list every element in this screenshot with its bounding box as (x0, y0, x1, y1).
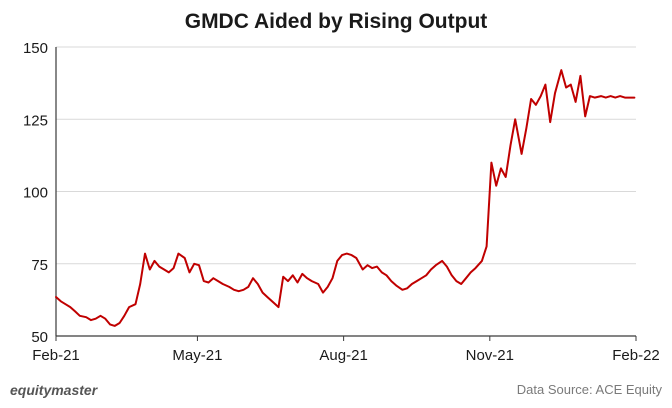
chart-title: GMDC Aided by Rising Output (184, 10, 488, 33)
y-tick-label: 100 (23, 185, 48, 202)
x-tick-label: Aug-21 (319, 347, 367, 364)
x-tick-label: Nov-21 (466, 347, 514, 364)
y-tick-label: 50 (31, 329, 48, 346)
y-tick-labels: 50 75 100 125 150 (23, 40, 48, 346)
data-source-note: Data Source: ACE Equity (516, 382, 662, 397)
axes (55, 47, 637, 341)
x-tick-label: Feb-22 (612, 347, 660, 364)
brand-logo: equitymaster (10, 382, 98, 398)
y-tick-label: 125 (23, 112, 48, 129)
x-tick-labels: Feb-21 May-21 Aug-21 Nov-21 Feb-22 (32, 347, 660, 364)
y-tick-label: 75 (31, 257, 48, 274)
series-line (55, 69, 636, 327)
x-tick-label: May-21 (172, 347, 222, 364)
gridlines (56, 46, 636, 265)
series-layer (55, 69, 636, 327)
x-tick-label: Feb-21 (32, 347, 80, 364)
y-tick-label: 150 (23, 40, 48, 57)
